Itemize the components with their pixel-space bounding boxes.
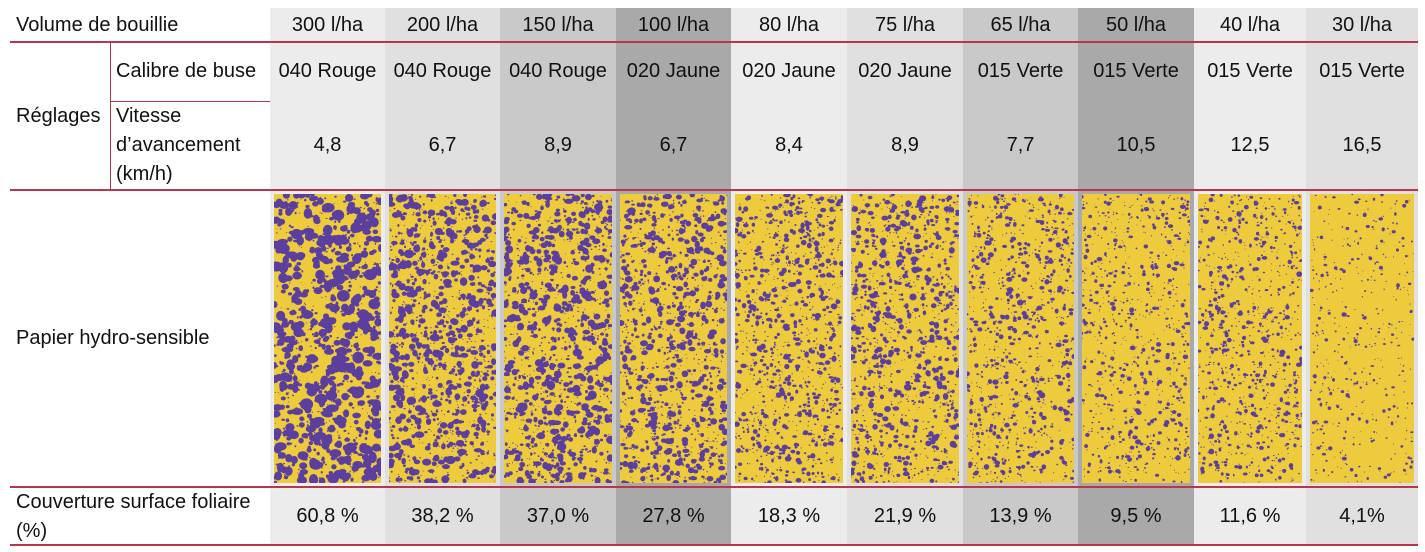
- nozzle-cell: 020 Jaune: [616, 42, 731, 101]
- paper-cell: [847, 190, 963, 487]
- coverage-cell: 60,8 %: [270, 487, 385, 546]
- water-sensitive-paper: [851, 194, 959, 483]
- nozzle-row: Calibre de buse 040 Rouge 040 Rouge 040 …: [10, 42, 1418, 101]
- water-sensitive-paper: [735, 194, 843, 483]
- rule: [10, 544, 1418, 546]
- nozzle-cell: 015 Verte: [1306, 42, 1418, 101]
- rule: [110, 101, 270, 102]
- paper-cell: [731, 190, 847, 487]
- nozzle-cell: 020 Jaune: [731, 42, 847, 101]
- speed-cell: 6,7: [385, 101, 500, 190]
- paper-cell: [1078, 190, 1194, 487]
- paper-row: Papier hydro-sensible: [10, 190, 1418, 487]
- paper-cell: [616, 190, 731, 487]
- nozzle-cell: 015 Verte: [1194, 42, 1306, 101]
- nozzle-cell: 015 Verte: [1078, 42, 1194, 101]
- paper-cell: [1194, 190, 1306, 487]
- volume-header: 80 l/ha: [731, 8, 847, 42]
- coverage-cell: 21,9 %: [847, 487, 963, 546]
- water-sensitive-paper: [504, 194, 612, 483]
- coverage-row: Couverture surface foliaire (%) 60,8 % 3…: [10, 487, 1418, 546]
- volume-header: 40 l/ha: [1194, 8, 1306, 42]
- speed-row-label: Vitesse d’avancement (km/h): [110, 101, 270, 190]
- speed-row: Vitesse d’avancement (km/h) 4,8 6,7 8,9 …: [10, 101, 1418, 190]
- volume-header: 65 l/ha: [963, 8, 1078, 42]
- settings-group-label: Réglages: [10, 42, 110, 190]
- speed-cell: 16,5: [1306, 101, 1418, 190]
- coverage-cell: 38,2 %: [385, 487, 500, 546]
- water-sensitive-paper: [1082, 194, 1190, 483]
- water-sensitive-paper: [389, 194, 496, 483]
- speed-cell: 12,5: [1194, 101, 1306, 190]
- rule: [110, 42, 111, 190]
- coverage-cell: 37,0 %: [500, 487, 616, 546]
- coverage-cell: 11,6 %: [1194, 487, 1306, 546]
- coverage-cell: 4,1%: [1306, 487, 1418, 546]
- paper-cell: [500, 190, 616, 487]
- rule: [10, 486, 1418, 488]
- paper-cell: [385, 190, 500, 487]
- rule: [10, 41, 1418, 43]
- volume-row-label: Volume de bouillie: [10, 8, 270, 42]
- speed-cell: 10,5: [1078, 101, 1194, 190]
- paper-cell: [270, 190, 385, 487]
- paper-cell: [1306, 190, 1418, 487]
- speed-cell: 8,9: [847, 101, 963, 190]
- nozzle-cell: 040 Rouge: [500, 42, 616, 101]
- coverage-cell: 9,5 %: [1078, 487, 1194, 546]
- water-sensitive-paper: [967, 194, 1074, 483]
- volume-header: 300 l/ha: [270, 8, 385, 42]
- speed-cell: 6,7: [616, 101, 731, 190]
- speed-cell: 4,8: [270, 101, 385, 190]
- water-sensitive-paper: [274, 194, 381, 483]
- volume-header: 75 l/ha: [847, 8, 963, 42]
- spray-comparison-table: Volume de bouillie 300 l/ha 200 l/ha 150…: [10, 8, 1418, 546]
- paper-row-label: Papier hydro-sensible: [10, 190, 270, 487]
- coverage-row-label: Couverture surface foliaire (%): [10, 487, 270, 546]
- nozzle-row-label: Calibre de buse: [110, 42, 270, 101]
- header-row: Volume de bouillie 300 l/ha 200 l/ha 150…: [10, 8, 1418, 42]
- volume-header: 150 l/ha: [500, 8, 616, 42]
- nozzle-cell: 040 Rouge: [270, 42, 385, 101]
- nozzle-cell: 015 Verte: [963, 42, 1078, 101]
- coverage-cell: 27,8 %: [616, 487, 731, 546]
- volume-header: 200 l/ha: [385, 8, 500, 42]
- coverage-cell: 18,3 %: [731, 487, 847, 546]
- rule: [10, 189, 1418, 191]
- speed-cell: 7,7: [963, 101, 1078, 190]
- nozzle-cell: 020 Jaune: [847, 42, 963, 101]
- water-sensitive-paper: [1310, 194, 1414, 483]
- volume-header: 100 l/ha: [616, 8, 731, 42]
- settings-block: Réglages: [10, 42, 1418, 190]
- volume-header: 30 l/ha: [1306, 8, 1418, 42]
- paper-cell: [963, 190, 1078, 487]
- water-sensitive-paper: [1198, 194, 1302, 483]
- coverage-cell: 13,9 %: [963, 487, 1078, 546]
- volume-header: 50 l/ha: [1078, 8, 1194, 42]
- nozzle-cell: 040 Rouge: [385, 42, 500, 101]
- water-sensitive-paper: [620, 194, 727, 483]
- speed-cell: 8,9: [500, 101, 616, 190]
- speed-cell: 8,4: [731, 101, 847, 190]
